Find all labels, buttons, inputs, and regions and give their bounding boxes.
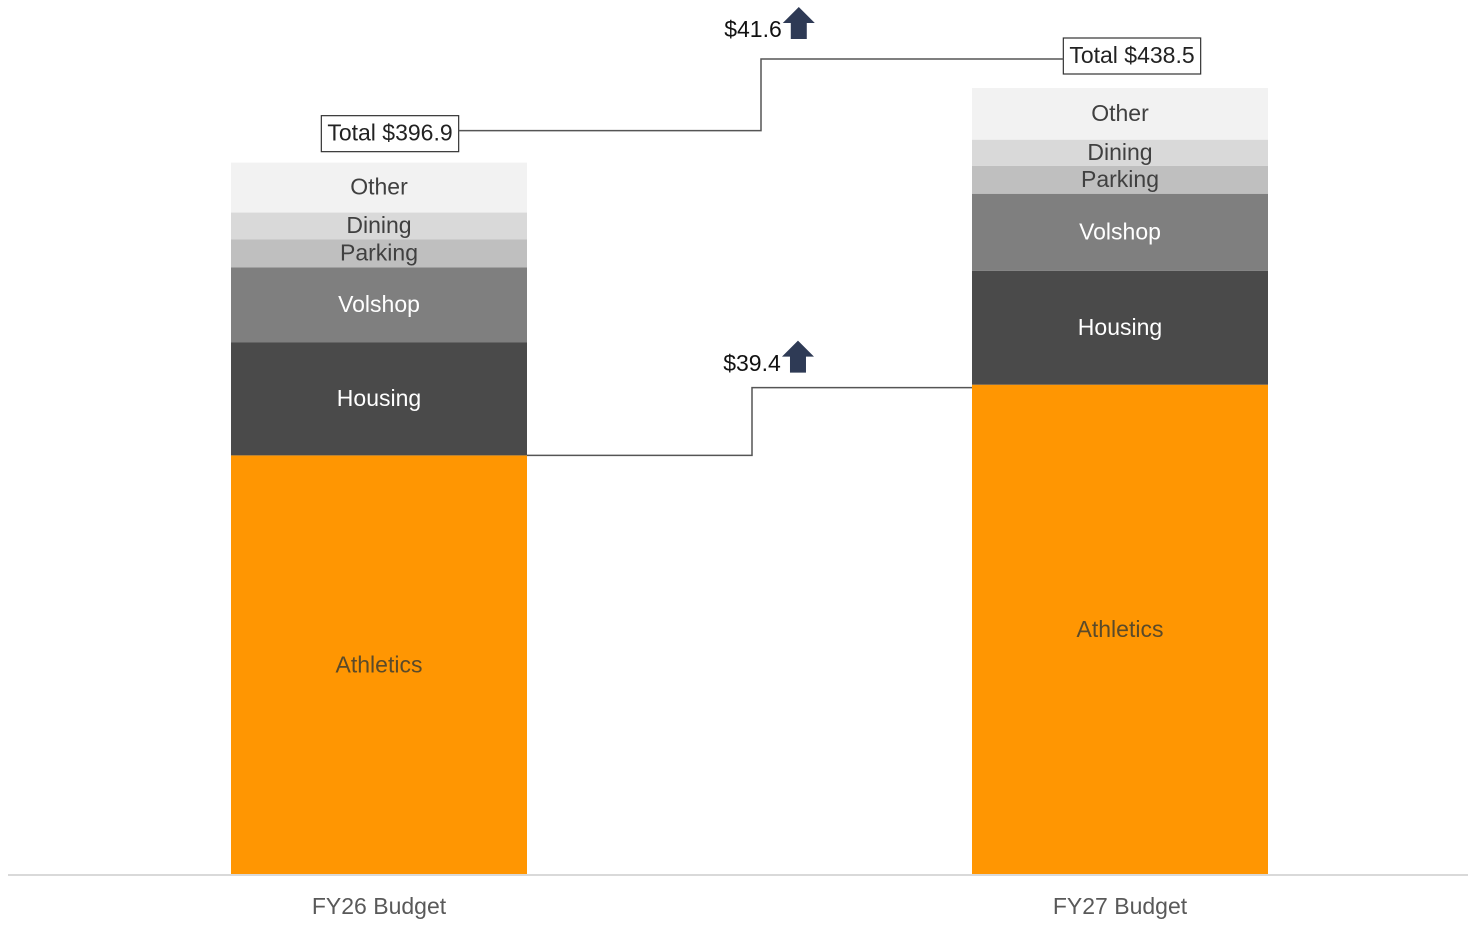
bar-segment	[231, 162, 527, 213]
segment-label: Dining	[1087, 139, 1152, 165]
segment-label: Athletics	[336, 651, 423, 677]
x-tick-label: FY26 Budget	[312, 893, 447, 919]
change-label: $39.4	[723, 350, 781, 376]
bar-segment	[231, 267, 527, 343]
bar-segment	[972, 88, 1268, 140]
up-arrow	[781, 340, 814, 373]
connector	[458, 58, 1064, 132]
segment-label: Volshop	[338, 291, 420, 317]
bar-segment	[972, 165, 1268, 194]
x-tick-label: FY27 Budget	[1053, 893, 1188, 919]
bar-segment	[231, 212, 527, 240]
bar-segment	[972, 384, 1268, 875]
bar-segment	[231, 239, 527, 268]
bar-segment	[972, 193, 1268, 271]
total-label: Total $396.9	[327, 120, 452, 146]
connector	[527, 386, 972, 457]
bar-segment	[972, 270, 1268, 385]
bar-segment	[231, 455, 527, 875]
total-box	[1062, 37, 1202, 75]
segment-label: Housing	[1078, 314, 1162, 340]
segment-label: Athletics	[1077, 616, 1164, 642]
total-label: Total $438.5	[1069, 42, 1194, 68]
bar-segment	[231, 342, 527, 456]
segment-label: Dining	[346, 212, 411, 238]
segment-label: Other	[350, 174, 408, 200]
segment-label: Parking	[1081, 166, 1159, 192]
up-arrow	[782, 7, 815, 39]
total-box	[320, 115, 460, 153]
segment-label: Other	[1091, 100, 1149, 126]
segment-label: Volshop	[1079, 218, 1161, 244]
change-label: $41.6	[724, 16, 782, 42]
bar-segment	[972, 139, 1268, 166]
segment-label: Parking	[340, 240, 418, 266]
segment-label: Housing	[337, 385, 421, 411]
